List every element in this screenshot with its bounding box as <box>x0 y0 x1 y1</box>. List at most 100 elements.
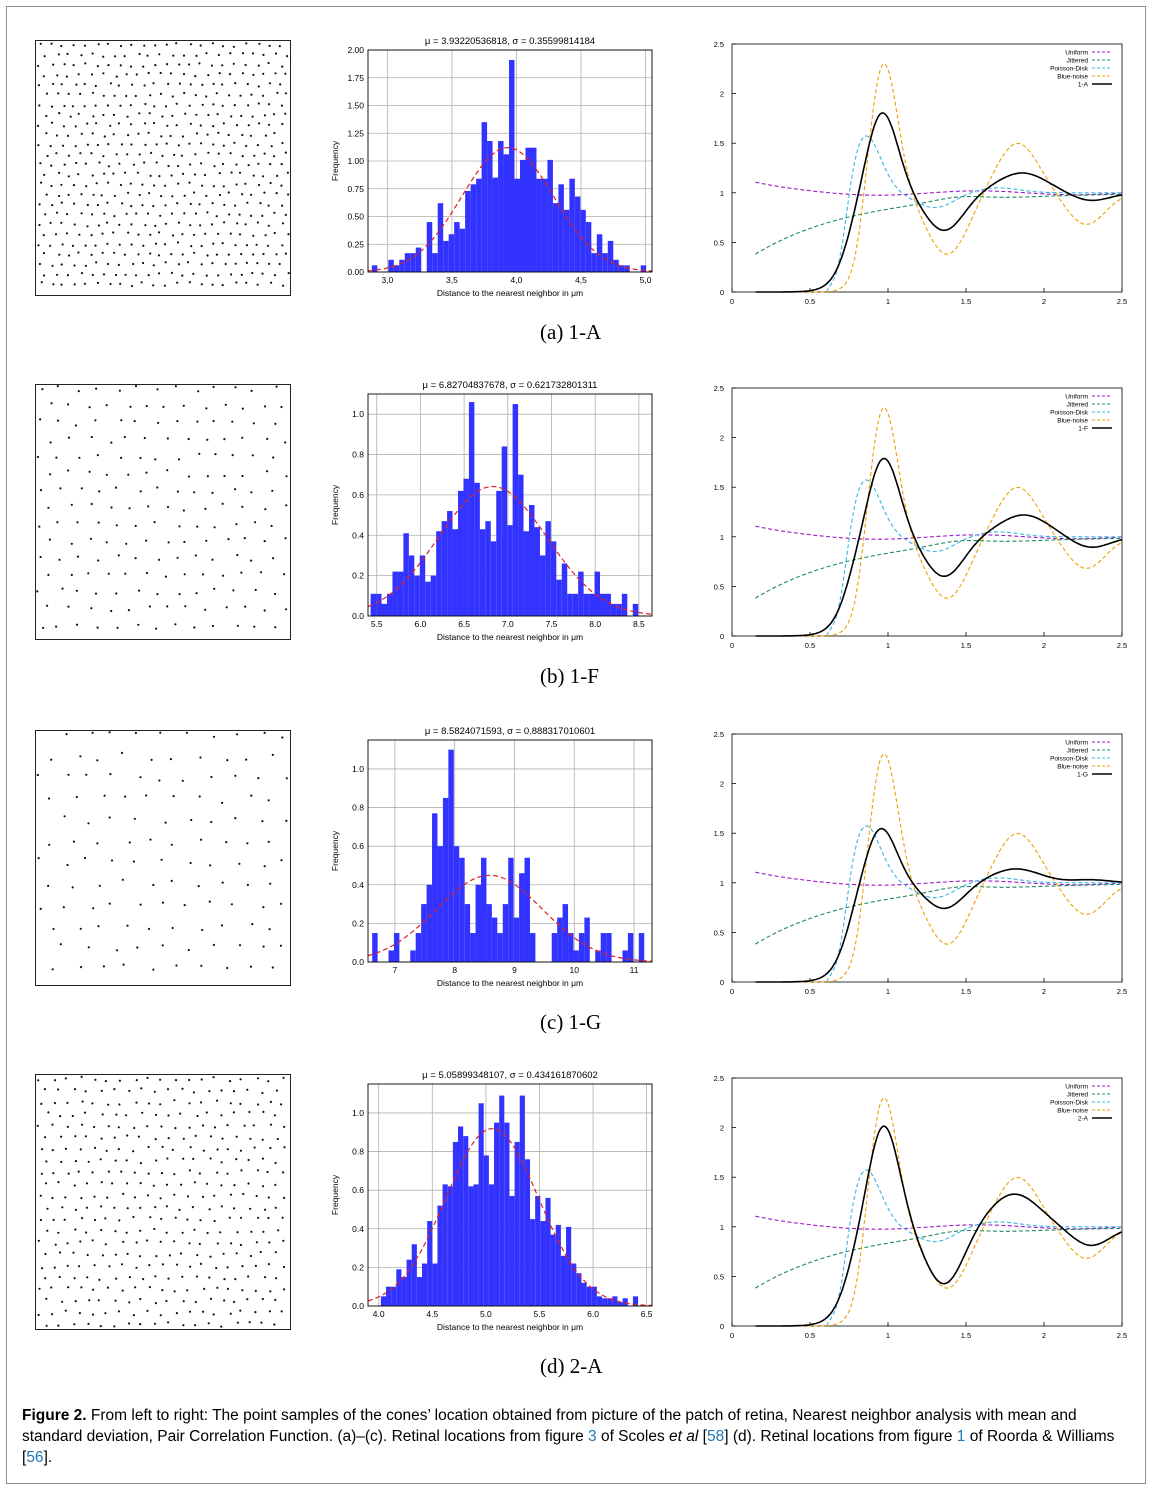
cone-point <box>182 1157 185 1160</box>
caption-ref-56[interactable]: 56 <box>26 1449 44 1466</box>
cone-point <box>80 1123 84 1126</box>
cone-point <box>60 283 63 286</box>
histogram-bar <box>370 593 377 616</box>
cone-point <box>113 1088 116 1091</box>
blue-noise-series-line <box>755 1097 1123 1327</box>
histogram-bar <box>584 917 590 962</box>
cone-point <box>58 171 61 174</box>
cone-point <box>119 104 122 107</box>
caption-ref-fig3[interactable]: 3 <box>588 1428 597 1445</box>
cone-point <box>66 134 70 137</box>
cone-point <box>119 282 122 285</box>
cone-point <box>115 524 118 527</box>
cone-point <box>202 1124 205 1127</box>
x-tick-label: 1.5 <box>961 297 971 306</box>
x-tick-label: 1.5 <box>961 987 971 996</box>
cone-point <box>64 1147 67 1150</box>
cone-point <box>163 184 167 187</box>
histogram-bar <box>622 1298 628 1306</box>
panel-label: (d) 2-A <box>540 1354 603 1378</box>
histogram-bar <box>596 1296 603 1306</box>
legend-label: 1-G <box>1077 772 1088 779</box>
cone-point <box>222 122 225 125</box>
legend-label: Blue-noise <box>1057 74 1088 81</box>
cone-point <box>162 405 165 408</box>
cone-point <box>176 241 180 244</box>
cone-point <box>249 965 253 968</box>
cone-point <box>110 859 114 862</box>
histogram-bar <box>607 240 614 272</box>
cone-point <box>257 64 260 67</box>
cone-point <box>57 53 60 56</box>
cone-point <box>91 174 94 177</box>
cone-point <box>217 152 220 155</box>
cone-point <box>280 859 283 862</box>
histogram-bar <box>447 1186 453 1306</box>
cone-point <box>155 143 158 146</box>
cone-point <box>216 1099 219 1102</box>
cone-point <box>153 1227 156 1231</box>
cone-point <box>215 215 218 218</box>
histogram-bar <box>458 1126 464 1306</box>
cone-point <box>234 817 237 820</box>
cone-point <box>234 244 237 247</box>
cone-point <box>80 212 83 215</box>
cone-point <box>263 191 266 194</box>
cone-point <box>239 1149 242 1152</box>
cone-point <box>263 114 266 117</box>
cone-point <box>181 274 184 277</box>
cone-point <box>159 1314 162 1317</box>
cone-point <box>135 212 138 215</box>
histogram-bar <box>606 933 612 962</box>
y-tick-label: 2.5 <box>714 730 724 739</box>
cone-point <box>72 44 75 47</box>
cone-point <box>60 183 63 186</box>
cone-point <box>59 1251 62 1254</box>
cone-point <box>149 838 152 841</box>
cone-point <box>196 1254 199 1257</box>
cone-point <box>281 222 285 225</box>
cone-point <box>45 1324 48 1327</box>
histogram-bar <box>371 265 378 272</box>
histogram-bar <box>422 1263 428 1306</box>
histogram-bar <box>513 917 520 962</box>
cone-point <box>159 214 162 217</box>
y-tick-label: 0 <box>720 978 724 987</box>
cone-point <box>210 775 213 779</box>
cone-point <box>204 232 207 235</box>
cone-point <box>71 244 74 247</box>
histogram-title: μ = 3.93220536818, σ = 0.35599814184 <box>425 36 595 47</box>
blue-noise-series-line <box>755 63 1123 293</box>
cone-point <box>215 92 218 95</box>
cone-point <box>188 63 191 66</box>
histogram-bar <box>540 1221 546 1306</box>
histogram-bar <box>470 933 476 962</box>
cone-point <box>254 1311 257 1314</box>
cone-point <box>167 1114 170 1117</box>
cone-point <box>44 1277 47 1280</box>
histogram-bar <box>530 147 537 272</box>
cone-point <box>172 795 175 798</box>
histogram-bar <box>617 1302 623 1306</box>
cone-point <box>252 73 255 76</box>
cone-point <box>43 55 46 58</box>
cone-point <box>67 436 71 439</box>
y-tick-label: 0.6 <box>352 490 364 500</box>
cone-point <box>62 144 65 147</box>
cone-point <box>37 64 40 68</box>
caption-ref-58[interactable]: 58 <box>706 1428 725 1445</box>
cone-point <box>167 1321 170 1324</box>
plot-frame <box>367 739 653 963</box>
cone-point <box>88 470 91 473</box>
cone-point <box>119 183 122 187</box>
cone-point <box>117 1310 120 1313</box>
x-tick-label: 0 <box>730 297 734 306</box>
cone-point <box>123 253 126 256</box>
cone-point <box>274 1161 277 1165</box>
cone-point <box>91 1239 94 1242</box>
x-tick-label: 0.5 <box>805 987 815 996</box>
cone-point <box>236 624 239 627</box>
cone-point <box>175 1312 178 1315</box>
caption-ref-fig1[interactable]: 1 <box>956 1428 966 1445</box>
histogram-bar <box>563 209 570 272</box>
